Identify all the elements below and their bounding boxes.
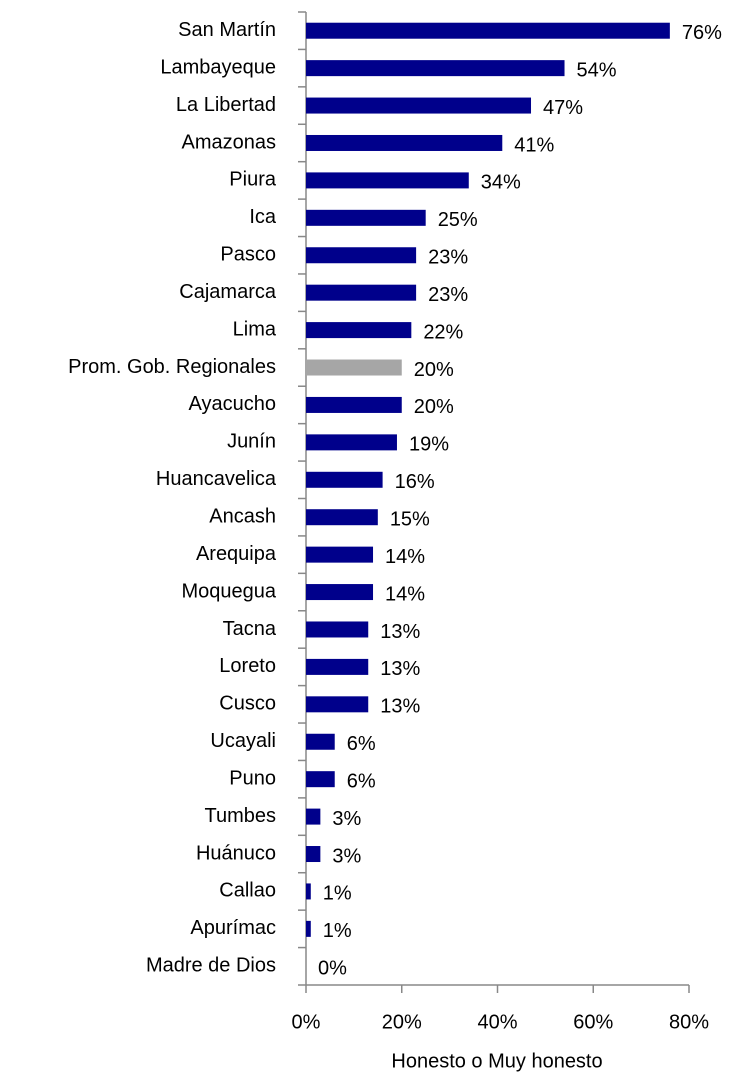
value-label: 16%	[395, 471, 435, 493]
bar	[306, 209, 426, 226]
value-label: 41%	[514, 134, 554, 156]
y-tick-label: La Libertad	[176, 94, 276, 116]
y-tick-label: Arequipa	[196, 543, 277, 565]
value-label: 23%	[428, 247, 468, 269]
bar	[306, 97, 532, 114]
y-tick-label: Junín	[227, 431, 276, 453]
bar	[306, 621, 369, 638]
value-label: 20%	[414, 396, 454, 418]
y-tick-label: Apurímac	[190, 917, 276, 939]
bar	[306, 396, 402, 413]
bar	[306, 920, 311, 937]
value-label: 13%	[380, 658, 420, 680]
value-label: 1%	[323, 883, 352, 905]
y-tick-label: Prom. Gob. Regionales	[68, 356, 276, 378]
bar	[306, 134, 503, 151]
bar	[306, 322, 412, 339]
value-label: 23%	[428, 284, 468, 306]
bar	[306, 771, 335, 788]
y-tick-label: Ica	[249, 206, 277, 228]
y-tick-label: Piura	[229, 169, 277, 191]
value-label: 14%	[385, 583, 425, 605]
bar	[306, 546, 374, 563]
y-tick-label: San Martín	[178, 19, 276, 41]
x-tick-label: 60%	[573, 1011, 613, 1033]
y-tick-label: Puno	[229, 767, 276, 789]
bar	[306, 60, 565, 77]
bar	[306, 696, 369, 713]
value-label: 1%	[323, 920, 352, 942]
bar	[306, 359, 402, 376]
value-label: 6%	[347, 733, 376, 755]
bar	[306, 584, 374, 601]
bar	[306, 846, 321, 863]
y-tick-label: Ancash	[209, 505, 276, 527]
x-tick-label: 40%	[477, 1011, 517, 1033]
value-label: 3%	[332, 808, 361, 830]
y-tick-label: Amazonas	[182, 131, 277, 153]
value-label: 25%	[438, 209, 478, 231]
y-tick-label: Madre de Dios	[146, 955, 276, 977]
y-tick-label: Callao	[219, 880, 276, 902]
y-tick-label: Lima	[233, 318, 277, 340]
x-tick-label: 20%	[382, 1011, 422, 1033]
value-label: 20%	[414, 359, 454, 381]
bar	[306, 509, 378, 526]
value-label: 76%	[682, 22, 722, 44]
bar	[306, 284, 417, 301]
value-label: 22%	[423, 321, 463, 343]
y-tick-label: Pasco	[220, 244, 276, 266]
bar	[306, 808, 321, 825]
y-tick-label: Cusco	[219, 693, 276, 715]
value-label: 3%	[332, 845, 361, 867]
y-tick-label: Huancavelica	[156, 468, 277, 490]
bar	[306, 883, 311, 900]
y-tick-label: Huánuco	[196, 842, 276, 864]
value-label: 0%	[318, 958, 347, 980]
value-label: 19%	[409, 434, 449, 456]
bar	[306, 22, 670, 39]
bar	[306, 733, 335, 750]
value-label: 14%	[385, 546, 425, 568]
value-label: 15%	[390, 508, 430, 530]
bar	[306, 172, 469, 189]
value-label: 13%	[380, 696, 420, 718]
value-label: 54%	[577, 59, 617, 81]
value-label: 34%	[481, 172, 521, 194]
y-tick-label: Tumbes	[204, 805, 276, 827]
y-tick-label: Tacna	[223, 618, 277, 640]
x-tick-label: 0%	[292, 1011, 321, 1033]
y-tick-label: Cajamarca	[179, 281, 277, 303]
bar	[306, 434, 397, 451]
bar	[306, 658, 369, 675]
x-axis-label: Honesto o Muy honesto	[391, 1050, 602, 1072]
bar	[306, 471, 383, 488]
y-tick-label: Lambayeque	[160, 56, 276, 78]
value-label: 47%	[543, 97, 583, 119]
y-tick-label: Moquegua	[181, 580, 276, 602]
value-label: 6%	[347, 770, 376, 792]
y-tick-label: Loreto	[219, 655, 276, 677]
y-tick-label: Ucayali	[210, 730, 276, 752]
value-label: 13%	[380, 621, 420, 643]
y-tick-label: Ayacucho	[189, 393, 276, 415]
bar	[306, 247, 417, 264]
x-tick-label: 80%	[669, 1011, 709, 1033]
